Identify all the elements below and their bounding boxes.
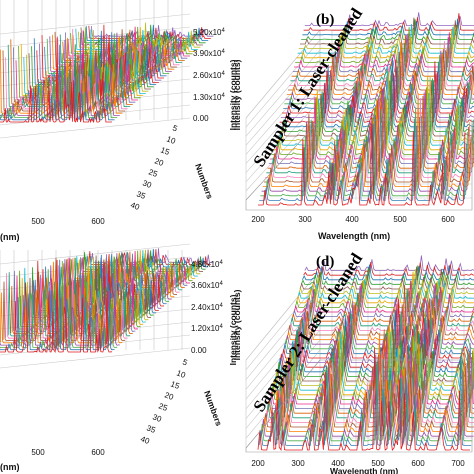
panel-a-y-tick-label: 20 [153,156,165,168]
panel-b-x-tick-label: 300 [298,215,312,224]
panel-b-spectrum-38 [302,18,474,36]
panel-b-spectrum-1 [258,111,466,206]
panel-a-z-tick-label: 2.60x104 [193,71,225,80]
panel-c-y-tick-label: 10 [175,368,187,380]
panel-c-y-tick-label: 15 [169,379,181,391]
panel-a-y-tick-label: 25 [147,167,159,179]
panel-a-y-tick-label: 10 [165,134,177,146]
panel-c-x-tick-label: 500 [31,448,45,457]
panel-d-spectrum-31 [293,280,474,313]
panel-d-x-tick-label: 700 [451,459,465,468]
panel-b-spectrum-3 [260,108,468,197]
panel-d-spectrum-3 [260,348,473,442]
panel-b-x-label: Wavelength (nm) [318,231,390,241]
panel-c-y-tick-label: 25 [157,401,169,413]
panel-c-z-tick-label: 1.20x104 [191,324,223,333]
panel-c-spectra [0,248,214,353]
panel-d-x-tick-label: 600 [411,459,425,468]
panel-a-z-tick-label: 3.90x104 [193,49,225,58]
panel-a-spectra [0,22,214,124]
panel-d-spectrum-40 [304,255,474,272]
panel-c-spectrum-1 [0,259,113,353]
panel-a-z-tick-label: 0.00 [193,114,209,123]
panel-d-label: (d) [316,254,334,270]
panel-b-x-tick-label: 500 [393,215,407,224]
panel-d-x-tick-label: 400 [331,459,345,468]
panel-b-z-label: Intensity (counts) [228,59,238,130]
panel-c-z-tick-label: 4.80x104 [191,260,223,269]
panel-a-y-tick-label: 5 [171,123,179,133]
panel-d-spectrum-32 [294,280,474,308]
panel-c-spectrum-6 [2,258,126,342]
panel-a-z-tick-label: 1.30x104 [193,93,225,102]
panel-d-spectrum-2 [258,354,472,447]
panel-a-x-tick-label: 500 [31,217,45,226]
panel-c-x-tick-label: 600 [91,448,105,457]
panel-b-spectrum-4 [261,115,469,192]
panel-a-y-tick-label: 30 [141,178,153,190]
panel-d-spectrum-5 [262,333,474,433]
panel-b-x-tick-label: 600 [441,215,455,224]
panel-b-spectrum-40 [304,12,474,27]
panel-a-x-label: (nm) [0,232,20,242]
panel-d-spectrum-39 [303,262,474,277]
panel-b-spectrum-39 [303,13,474,32]
panel-c-z-label: Intensity (counts) [232,289,242,360]
panel-d-z-label: Intensity (counts) [228,294,238,365]
panel-b-spectrum-7 [265,97,473,179]
panel-a-z-tick-label: 5.20x104 [193,28,225,37]
panel-c-y-tick-label: 20 [163,390,175,402]
panel-d-spectrum-36 [299,266,474,290]
panel-d-spectrum-37 [300,265,474,286]
panel-d-spectrum-1 [257,347,470,451]
panel-b-floor [245,119,473,211]
panel-b-label: (b) [316,12,334,28]
panel-d-x-tick-label: 500 [371,459,385,468]
panel-d-x-tick-label: 200 [251,459,265,468]
panel-d-spectrum-33 [296,271,474,304]
panel-b-spectrum-5 [262,93,471,188]
panel-c-x-label: (nm) [0,462,20,472]
panel-b-spectra [258,12,474,206]
panel-c-y-tick-label: 40 [139,434,151,446]
panel-b-spectrum-2 [259,118,467,202]
panel-d-spectrum-34 [297,278,474,299]
panel-a-y-tick-label: 15 [159,145,171,157]
panel-d-spectrum-4 [261,356,474,438]
panel-d-spectra [257,255,474,451]
panel-b-spectrum-6 [264,97,472,183]
panel-b-x-tick-label: 200 [251,215,265,224]
panel-c-z-tick-label: 3.60x104 [191,281,223,290]
panel-b-spectrum-36 [300,17,474,45]
panel-c-y-label: Numbers [202,389,224,427]
panel-c-y-tick-label: 5 [181,357,189,367]
panel-a-y-tick-label: 40 [129,200,141,212]
panel-c-z-tick-label: 0.00 [191,346,207,355]
panel-b-spectrum-8 [266,109,474,174]
panel-d-x-tick-label: 300 [291,459,305,468]
panel-a-z-label: Intensity (counts) [232,59,242,130]
panel-d-spectrum-38 [302,264,474,281]
panel-d-x-label: Wavelength (nm) [330,466,398,474]
panel-a-y-tick-label: 35 [135,189,147,201]
panel-b-x-tick-label: 400 [345,215,359,224]
panel-c-y-tick-label: 35 [145,423,157,435]
panel-a-x-tick-label: 600 [91,217,105,226]
panel-c-y-tick-label: 30 [151,412,163,424]
panel-c-z-tick-label: 2.40x104 [191,303,223,312]
panel-a-spectrum-1 [0,37,112,124]
panel-a-y-label: Numbers [193,162,215,200]
panel-d-floor [245,359,473,453]
panel-d-spectrum-7 [264,345,474,424]
panel-d-spectrum-28 [290,289,474,327]
panel-c-spectrum-4 [0,259,120,347]
